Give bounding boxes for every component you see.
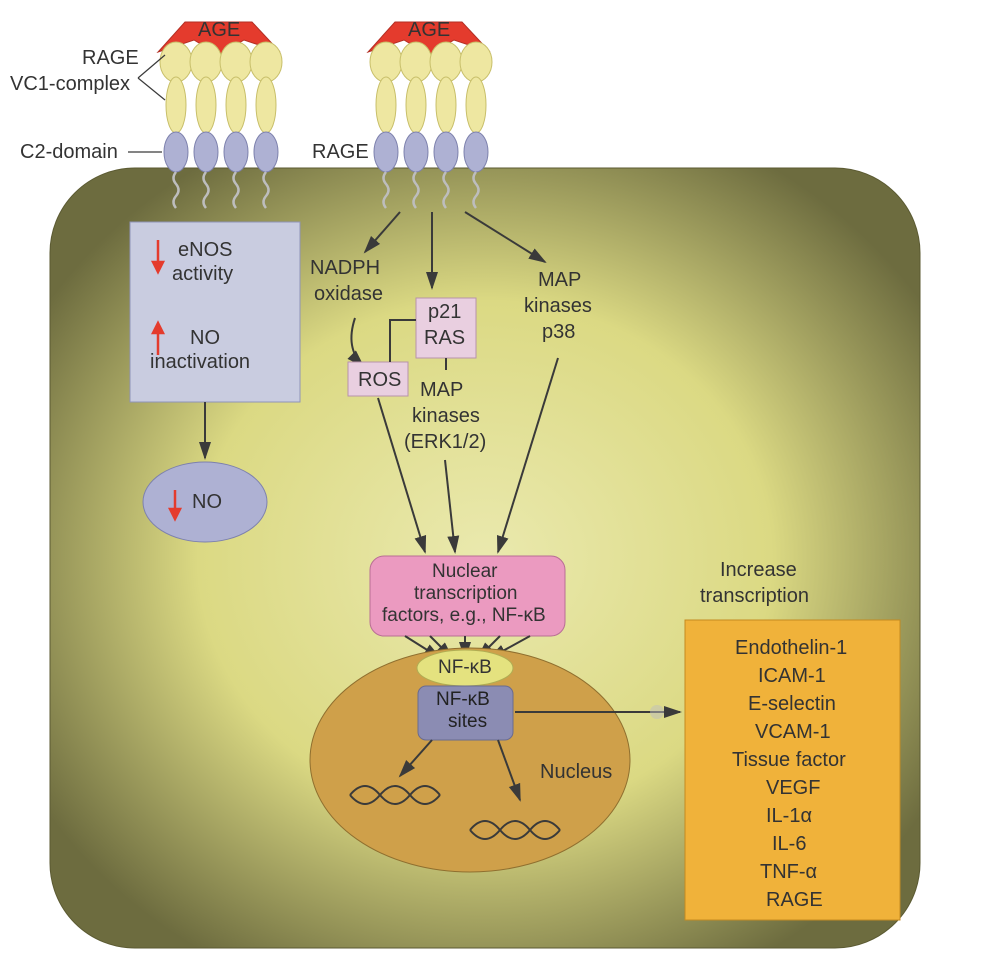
nadph-l2: oxidase (314, 282, 383, 307)
arrow-dot (650, 705, 664, 719)
noin-l1: NO (190, 326, 220, 351)
age-label-right: AGE (408, 18, 450, 43)
rage-label-left: RAGE (82, 46, 139, 71)
nfkb-sites-l2: sites (448, 710, 487, 734)
noin-l2: inactivation (150, 350, 250, 375)
gene-1: ICAM-1 (758, 664, 826, 689)
gene-0: Endothelin-1 (735, 636, 847, 661)
gene-7: IL-6 (772, 832, 806, 857)
gene-2: E-selectin (748, 692, 836, 717)
p21-l1: p21 (428, 300, 461, 325)
rage-label-right: RAGE (312, 140, 369, 165)
ros-label: ROS (358, 368, 401, 393)
inc-l1: Increase (720, 558, 797, 583)
gene-4: Tissue factor (732, 748, 846, 773)
mapm-l2: kinases (412, 404, 480, 429)
ntf-l1: Nuclear (432, 560, 497, 584)
ntf-l3: factors, e.g., NF-κB (382, 604, 546, 628)
age-label-left: AGE (198, 18, 240, 43)
gene-8: TNF-α (760, 860, 817, 885)
diagram-svg (0, 0, 984, 971)
gene-5: VEGF (766, 776, 820, 801)
enos-l1: eNOS (178, 238, 232, 263)
nfkb-sites-l1: NF-κB (436, 688, 490, 712)
nucleus-label: Nucleus (540, 760, 612, 785)
c2-domain-label: C2-domain (20, 140, 118, 165)
nadph-l1: NADPH (310, 256, 380, 281)
ntf-l2: transcription (414, 582, 518, 606)
no-label: NO (192, 490, 222, 515)
mapr-l3: p38 (542, 320, 575, 345)
gene-6: IL-1α (766, 804, 812, 829)
vc1-label: VC1-complex (10, 72, 130, 97)
mapr-l1: MAP (538, 268, 581, 293)
p21-l2: RAS (424, 326, 465, 351)
enos-l2: activity (172, 262, 233, 287)
inc-l2: transcription (700, 584, 809, 609)
diagram-canvas: AGE AGE RAGE VC1-complex C2-domain RAGE … (0, 0, 984, 971)
mapr-l2: kinases (524, 294, 592, 319)
mapm-l1: MAP (420, 378, 463, 403)
mapm-l3: (ERK1/2) (404, 430, 486, 455)
nfkb-pill-label: NF-κB (438, 656, 492, 680)
gene-9: RAGE (766, 888, 823, 913)
gene-3: VCAM-1 (755, 720, 831, 745)
